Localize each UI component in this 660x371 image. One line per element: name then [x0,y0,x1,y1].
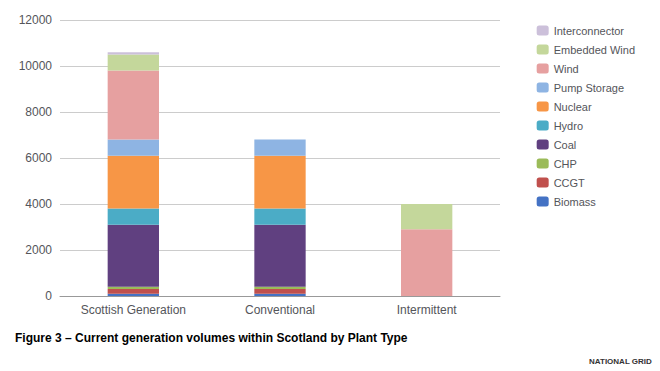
svg-text:Figure 3 – Current generation: Figure 3 – Current generation volumes wi… [15,331,408,345]
svg-text:Nuclear: Nuclear [554,101,592,113]
svg-text:Intermittent: Intermittent [397,303,458,317]
svg-text:NATIONAL GRID: NATIONAL GRID [589,357,652,366]
svg-text:12000: 12000 [19,13,53,27]
svg-text:Pump Storage: Pump Storage [554,82,624,94]
svg-text:Interconnector: Interconnector [554,25,625,37]
svg-text:CCGT: CCGT [554,177,585,189]
svg-text:8000: 8000 [25,105,52,119]
svg-text:4000: 4000 [25,197,52,211]
svg-text:Wind: Wind [554,63,579,75]
svg-text:Hydro: Hydro [554,120,583,132]
svg-text:Coal: Coal [554,139,577,151]
svg-text:6000: 6000 [25,151,52,165]
svg-text:0: 0 [45,289,52,303]
svg-text:10000: 10000 [19,59,53,73]
svg-text:Conventional: Conventional [245,303,315,317]
svg-text:CHP: CHP [554,158,577,170]
svg-text:Biomass: Biomass [554,196,597,208]
svg-text:Embedded Wind: Embedded Wind [554,44,635,56]
svg-text:Scottish Generation: Scottish Generation [81,303,186,317]
svg-text:2000: 2000 [25,243,52,257]
